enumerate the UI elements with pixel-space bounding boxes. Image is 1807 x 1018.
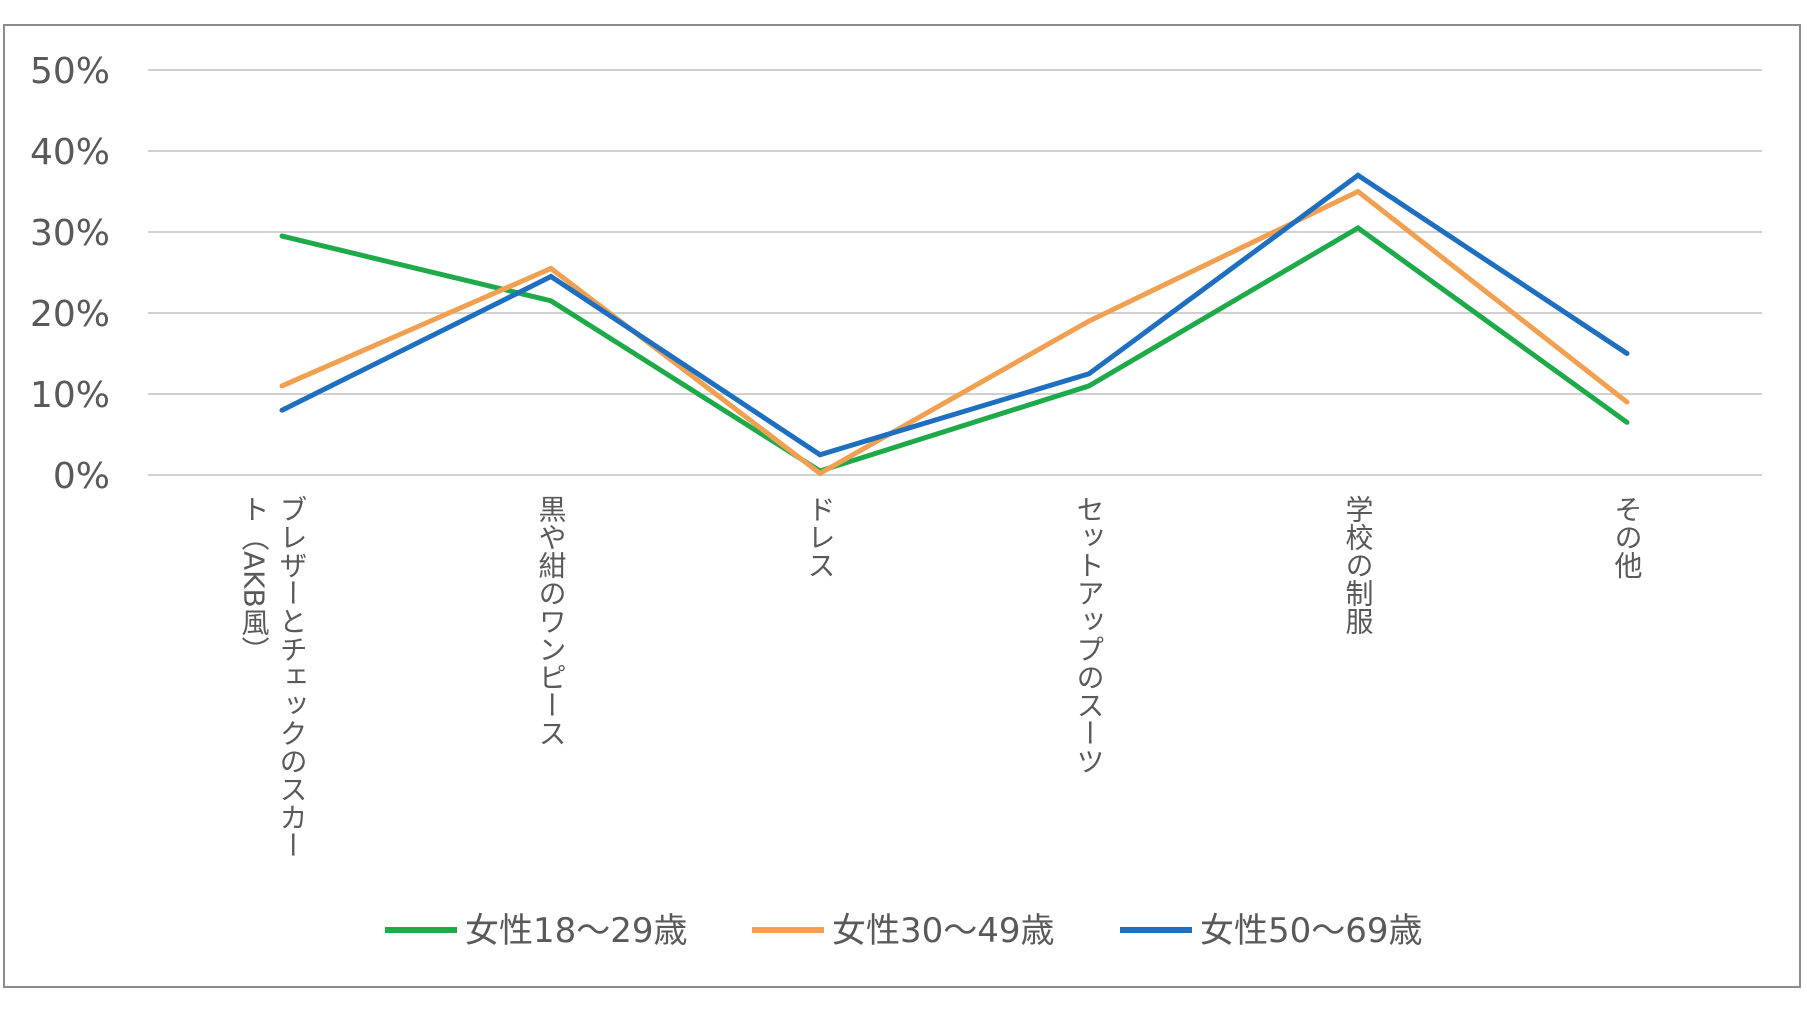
legend-label: 女性30〜49歳 [832, 911, 1055, 951]
data-point [1086, 383, 1092, 389]
series-line-0 [281, 224, 1629, 474]
series-line-1 [280, 188, 1629, 477]
x-category-label: その他 [1611, 495, 1644, 579]
data-point [1355, 225, 1361, 231]
data-point [279, 407, 285, 413]
data-point [1624, 351, 1630, 356]
x-category-label: ト（AKB風） [238, 495, 271, 664]
data-point [1624, 399, 1630, 405]
x-category-label: ドレス [804, 495, 837, 579]
data-point [1355, 189, 1361, 194]
data-point [279, 233, 285, 239]
y-tick-label: 30% [30, 213, 110, 254]
data-point [279, 383, 285, 389]
data-point [548, 265, 554, 271]
x-category-label: セットアップのスーツ [1073, 495, 1106, 775]
data-point [548, 298, 554, 304]
x-category-label: 黒や紺のワンピース [535, 495, 568, 747]
grid-lines [148, 69, 1762, 476]
y-tick-label: 20% [30, 294, 110, 335]
data-point [1624, 419, 1630, 425]
y-tick-label: 0% [53, 456, 110, 497]
chart-frame [3, 24, 1801, 988]
data-point [817, 470, 823, 476]
y-tick-label: 50% [30, 51, 110, 92]
legend: 女性18〜29歳 女性30〜49歳 女性50〜69歳 [385, 911, 1423, 951]
y-axis-ticks: 0% 10% 20% 30% 40% 50% [30, 51, 110, 497]
x-category-label: ブレザーとチェックのスカー [276, 495, 309, 859]
data-point [548, 274, 554, 280]
data-point [1355, 172, 1361, 178]
x-category-label: 学校の制服 [1342, 495, 1375, 635]
data-point [1086, 371, 1092, 377]
y-tick-label: 40% [30, 132, 110, 173]
data-point [817, 452, 823, 458]
legend-label: 女性18〜29歳 [465, 911, 688, 951]
y-tick-label: 10% [30, 375, 110, 416]
series-lines [279, 172, 1630, 477]
legend-label: 女性50〜69歳 [1200, 911, 1423, 951]
data-point [1086, 318, 1092, 324]
series-line-2 [280, 172, 1629, 458]
